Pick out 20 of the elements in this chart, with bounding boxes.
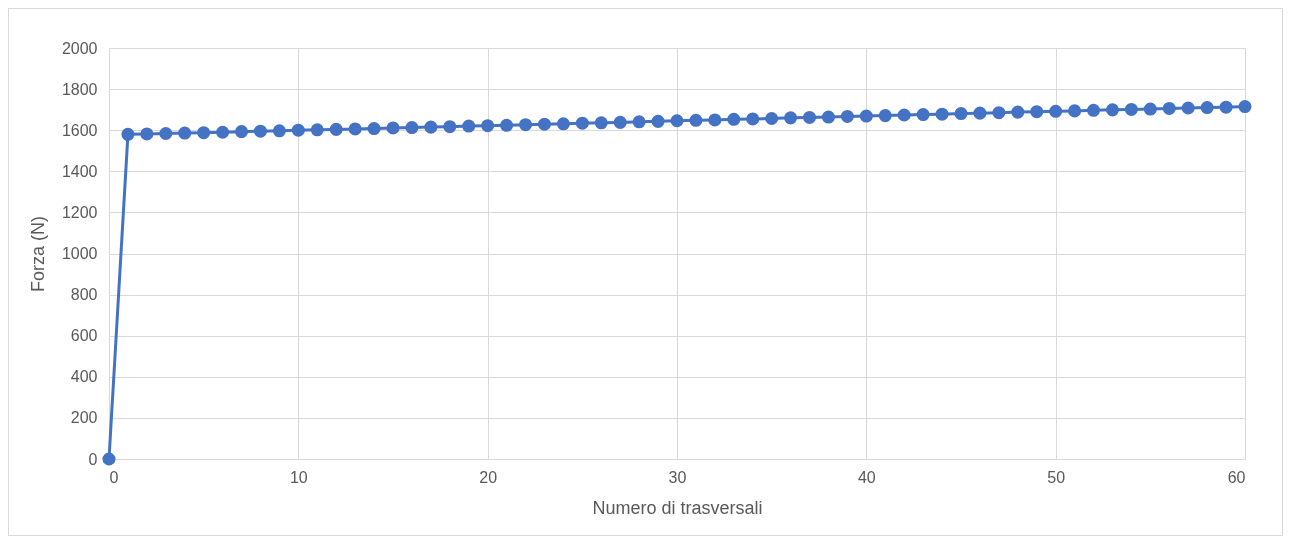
y-tick-label: 1000: [61, 245, 98, 262]
x-tick-label: 0: [109, 468, 119, 486]
y-tick-label: 1600: [61, 121, 98, 139]
y-tick-label: 400: [70, 368, 98, 386]
y-tick-label: 200: [70, 409, 98, 427]
y-tick-label: 800: [70, 286, 98, 304]
x-tick-label: 20: [479, 468, 498, 486]
y-tick-label: 1400: [61, 162, 98, 180]
y-tick-label: 1800: [61, 80, 98, 98]
y-axis-title: Forza (N): [27, 216, 48, 292]
x-tick-label: 60: [1227, 468, 1246, 486]
y-tick-label: 600: [70, 327, 98, 345]
y-tick-label: 2000: [61, 39, 98, 57]
x-tick-label: 50: [1047, 468, 1066, 486]
y-tick-label: 1200: [61, 203, 98, 221]
x-tick-label: 10: [289, 468, 308, 486]
y-tick-label: 0: [88, 450, 98, 468]
x-axis-title: Numero di trasversali: [592, 497, 763, 518]
x-tick-label: 40: [857, 468, 876, 486]
x-tick-label: 30: [668, 468, 687, 486]
